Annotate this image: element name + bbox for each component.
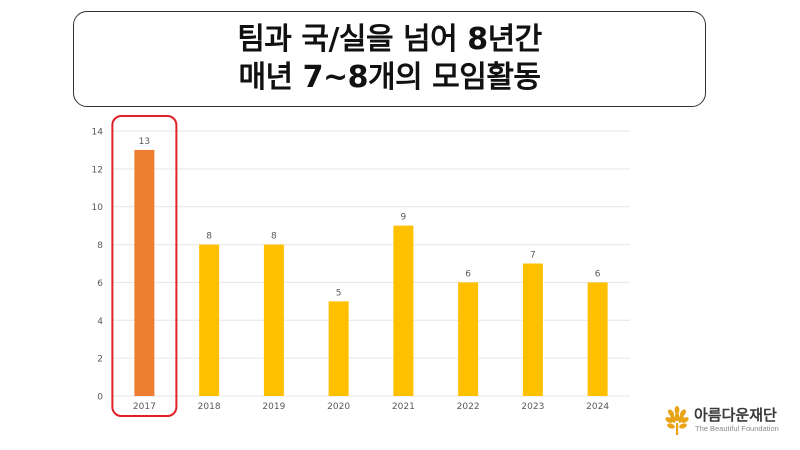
y-tick-label: 8 <box>97 241 103 251</box>
data-label: 6 <box>595 269 601 279</box>
bar <box>393 225 414 396</box>
bar <box>263 244 284 396</box>
y-tick-label: 0 <box>97 393 103 403</box>
x-tick-label: 2017 <box>133 402 156 412</box>
y-tick-label: 2 <box>97 355 103 365</box>
logo-name: 아름다운재단 <box>694 406 777 424</box>
data-label: 9 <box>401 213 407 223</box>
y-tick-label: 14 <box>92 128 104 138</box>
logo-tagline: The Beautiful Foundation <box>695 424 779 433</box>
data-label: 7 <box>530 251 536 261</box>
x-tick-label: 2021 <box>392 402 415 412</box>
title-line-1: 팀과 국/실을 넘어 8년간 <box>237 22 542 57</box>
x-tick-label: 2022 <box>457 402 480 412</box>
data-label: 8 <box>271 232 277 242</box>
title-line-2: 매년 7~8개의 모임활동 <box>238 60 541 95</box>
bar <box>134 149 155 396</box>
x-tick-label: 2020 <box>327 402 350 412</box>
bar <box>458 282 479 396</box>
data-label: 13 <box>139 137 150 147</box>
x-tick-label: 2019 <box>262 402 285 412</box>
bar <box>328 301 349 396</box>
foundation-logo: 아름다운재단 The Beautiful Foundation <box>662 403 792 437</box>
highlight-outline <box>111 115 178 417</box>
x-tick-label: 2023 <box>521 402 544 412</box>
bar <box>199 244 220 396</box>
y-tick-label: 6 <box>97 279 103 289</box>
x-tick-label: 2024 <box>586 402 609 412</box>
y-tick-label: 4 <box>97 317 103 327</box>
leaf-tree-icon <box>665 406 689 435</box>
title-box: 팀과 국/실을 넘어 8년간 매년 7~8개의 모임활동 <box>73 11 706 107</box>
y-tick-label: 10 <box>92 203 104 213</box>
y-tick-label: 12 <box>92 165 103 175</box>
data-label: 5 <box>336 288 342 298</box>
bar <box>587 282 608 396</box>
data-label: 8 <box>206 232 212 242</box>
x-tick-label: 2018 <box>198 402 221 412</box>
bar <box>522 263 543 396</box>
data-label: 6 <box>465 269 471 279</box>
